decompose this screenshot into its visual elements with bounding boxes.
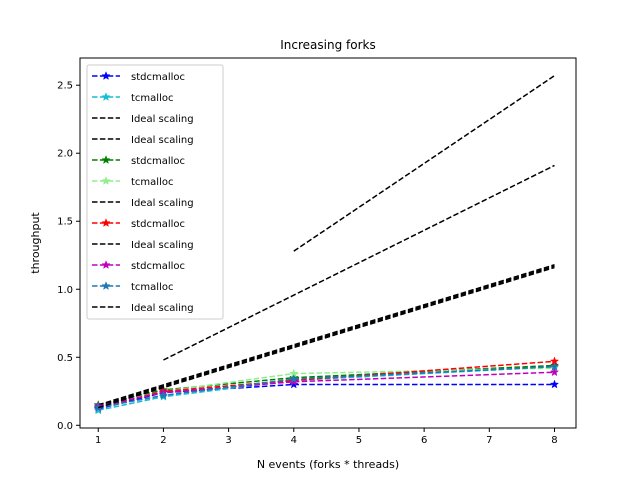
series-line bbox=[98, 265, 555, 407]
y-tick-label: 1.0 bbox=[57, 285, 73, 296]
legend-marker bbox=[101, 176, 111, 185]
legend-label: tcmalloc bbox=[131, 177, 173, 188]
legend-label: tcmalloc bbox=[131, 93, 173, 104]
x-axis-ticks: 1 2 3 4 5 6 7 8 bbox=[95, 428, 558, 446]
series-line bbox=[98, 264, 555, 406]
legend-marker bbox=[101, 92, 111, 101]
legend-label: stdcmalloc bbox=[131, 156, 185, 167]
data-point bbox=[549, 361, 560, 371]
y-tick-label: 1.5 bbox=[57, 217, 73, 228]
x-tick-label: 3 bbox=[225, 435, 231, 446]
data-point bbox=[93, 405, 103, 415]
legend-label: Ideal scaling bbox=[131, 135, 194, 146]
data-point bbox=[549, 379, 560, 389]
x-axis-label: N events (forks * threads) bbox=[257, 458, 399, 471]
x-tick-label: 6 bbox=[421, 435, 427, 446]
legend-box bbox=[86, 64, 224, 320]
legend-marker bbox=[101, 281, 111, 290]
legend-label: tcmalloc bbox=[131, 282, 173, 293]
legend-marker bbox=[101, 71, 111, 80]
x-tick-label: 4 bbox=[291, 435, 297, 446]
data-point bbox=[549, 367, 560, 377]
legend-label: Ideal scaling bbox=[131, 303, 194, 314]
legend-marker bbox=[101, 260, 111, 269]
data-point bbox=[158, 390, 169, 400]
legend-label: stdcmalloc bbox=[131, 261, 185, 272]
data-point bbox=[289, 374, 299, 384]
series-line bbox=[98, 371, 555, 407]
series-line bbox=[293, 75, 555, 252]
series-line bbox=[98, 266, 555, 409]
chart-title: Increasing forks bbox=[280, 38, 375, 52]
x-tick-label: 5 bbox=[356, 435, 362, 446]
data-point bbox=[289, 379, 299, 389]
y-tick-label: 2.5 bbox=[57, 81, 73, 92]
y-tick-label: 2.0 bbox=[57, 149, 73, 160]
legend-label: stdcmalloc bbox=[131, 72, 185, 83]
series-layer bbox=[93, 75, 560, 415]
legend: stdcmalloc tcmalloc Ideal scaling Ideal sca… bbox=[86, 64, 224, 320]
legend-label: Ideal scaling bbox=[131, 198, 194, 209]
plot-frame bbox=[79, 57, 577, 429]
legend-marker bbox=[101, 218, 111, 227]
x-tick-label: 2 bbox=[160, 435, 166, 446]
data-point bbox=[289, 376, 299, 386]
x-tick-label: 7 bbox=[486, 435, 492, 446]
legend-label: stdcmalloc bbox=[131, 219, 185, 230]
y-axis-ticks: 0.0 0.5 1.0 1.5 2.0 2.5 bbox=[57, 81, 80, 432]
legend-label: Ideal scaling bbox=[131, 114, 194, 125]
y-axis-label: throughput bbox=[29, 212, 42, 274]
x-tick-label: 8 bbox=[551, 435, 557, 446]
y-tick-label: 0.0 bbox=[57, 421, 73, 432]
series-line bbox=[163, 164, 555, 361]
legend-marker bbox=[101, 155, 111, 164]
series-line bbox=[98, 366, 555, 409]
y-tick-label: 0.5 bbox=[57, 353, 73, 364]
legend-label: Ideal scaling bbox=[131, 240, 194, 251]
x-tick-label: 1 bbox=[95, 435, 101, 446]
